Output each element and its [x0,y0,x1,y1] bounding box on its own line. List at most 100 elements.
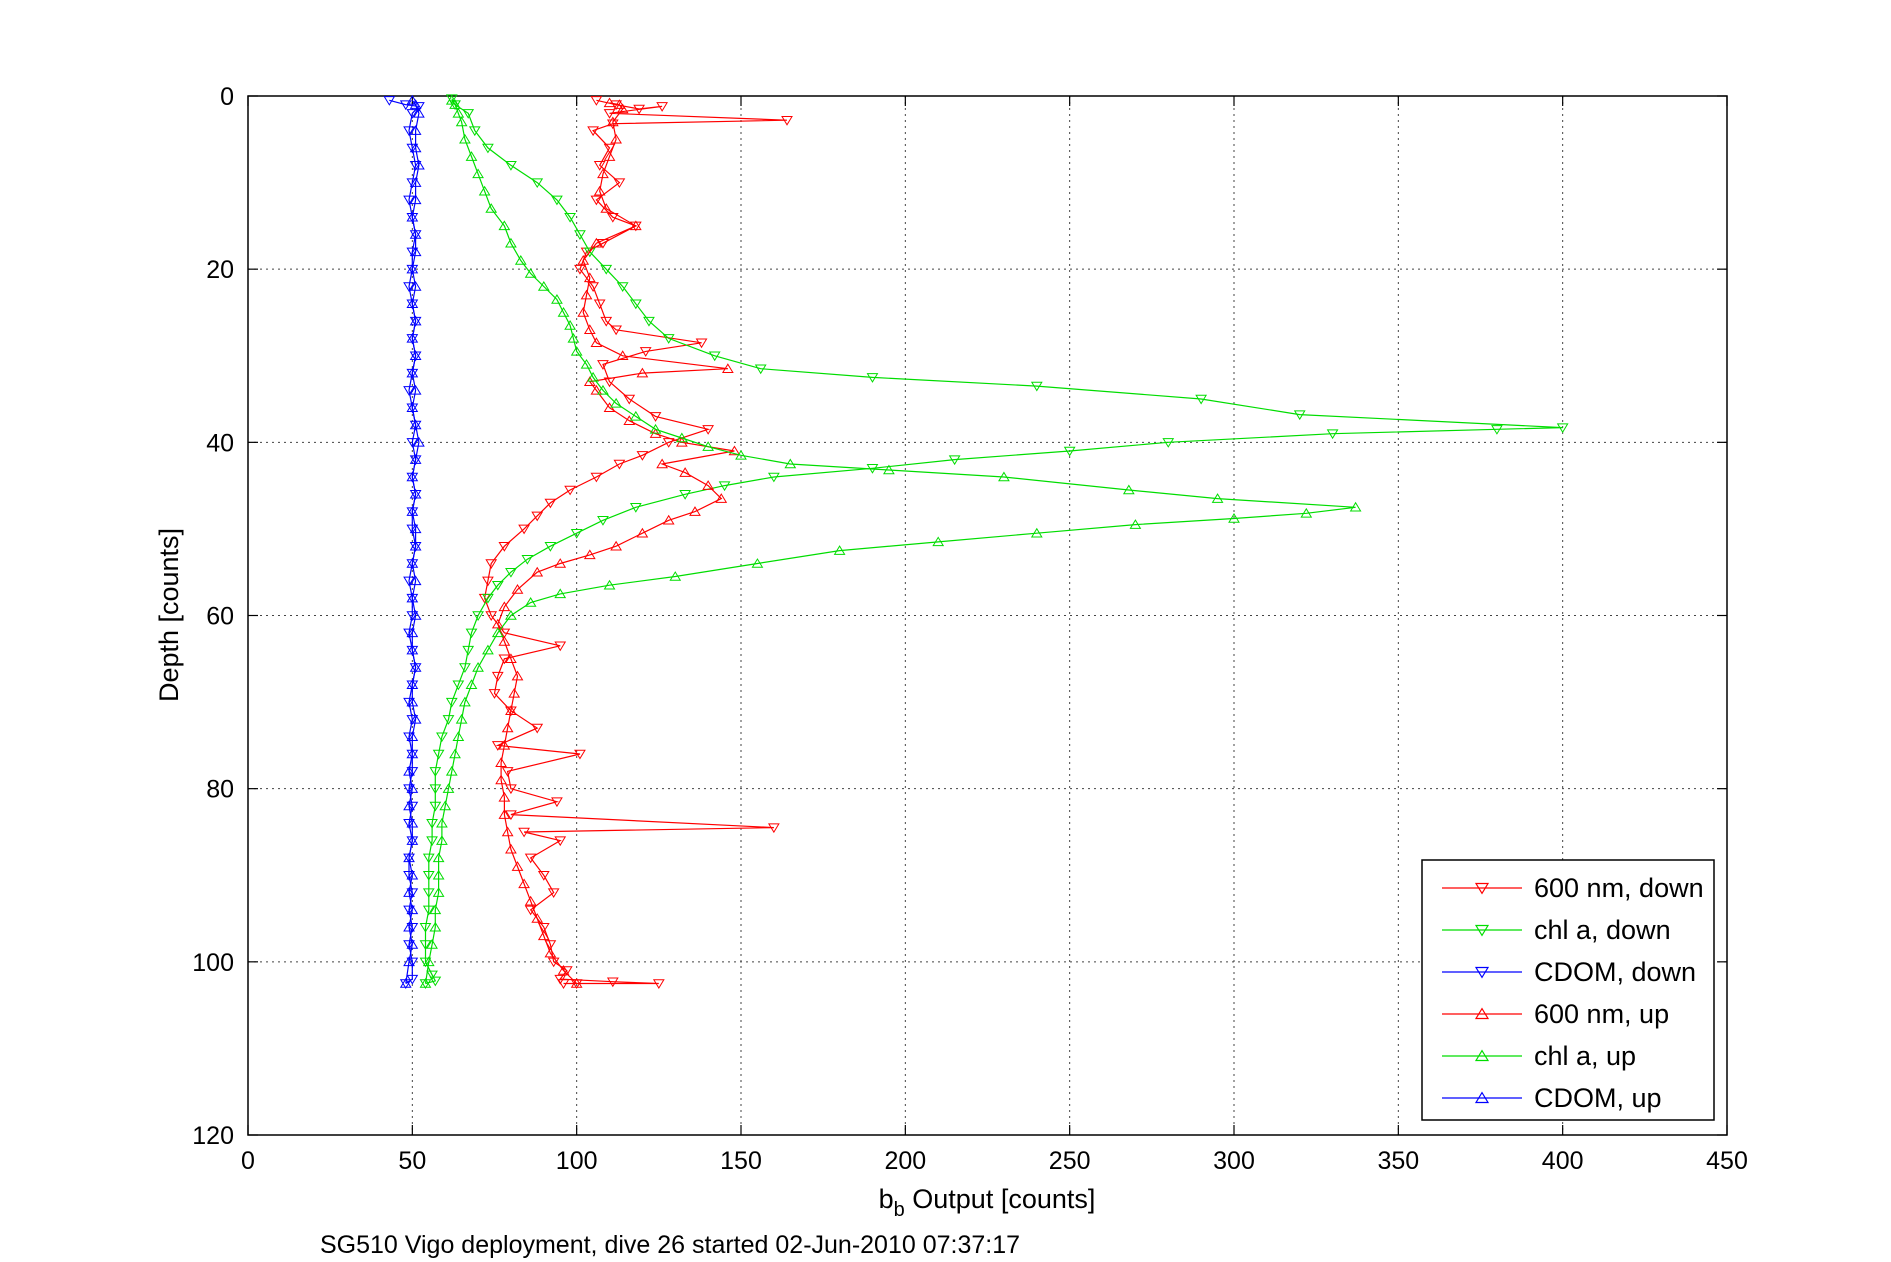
data-point [422,956,435,967]
data-point [505,610,517,620]
data-point [413,107,425,118]
data-point [679,490,692,500]
data-point [636,527,649,538]
data-point [452,731,465,741]
data-point [616,282,629,292]
data-point [406,817,419,828]
data-point [406,904,419,915]
legend-entry: CDOM, down [1534,957,1696,987]
data-point [462,109,475,119]
data-point [587,282,599,292]
data-point [547,888,560,899]
data-point [583,549,596,560]
data-point [432,869,445,880]
data-point [482,143,494,154]
data-point [409,661,422,672]
data-point [409,142,422,153]
data-point [498,739,511,750]
x-tick-label: 300 [1213,1147,1255,1175]
data-point [531,913,544,923]
data-point [606,116,619,127]
data-point [409,177,422,187]
data-point [459,133,471,144]
data-point [482,576,494,587]
series-line [405,99,420,984]
data-point [718,481,731,492]
data-point [597,168,609,179]
data-point [472,661,484,672]
data-point [590,237,603,248]
data-point [488,689,501,699]
x-tick-label: 450 [1706,1147,1748,1175]
data-point [498,541,511,552]
data-point [429,976,442,987]
data-point [406,211,419,222]
data-point [728,445,741,456]
data-point [1122,484,1135,495]
data-point [767,472,780,483]
data-point [610,133,622,144]
data-point [570,528,583,539]
data-point [537,281,550,291]
series-line [424,98,1563,985]
data-point [570,978,583,988]
data-point [491,671,504,682]
data-point [590,195,603,206]
data-point [403,819,415,829]
data-point [505,653,517,664]
data-point [544,541,557,552]
data-point [455,713,468,724]
data-point [409,194,422,205]
data-point [403,732,415,743]
series-line [483,99,788,985]
data-point [432,749,445,760]
data-point [413,159,425,170]
data-point [735,449,747,460]
data-point [636,367,649,378]
data-point [514,255,527,265]
data-point [531,566,544,577]
data-point [610,325,622,336]
data-point [551,294,563,304]
data-point [675,432,688,443]
data-point [406,767,419,777]
data-point [524,895,537,906]
y-tick-label: 60 [206,603,234,631]
data-point [531,511,544,522]
data-point [498,636,511,646]
data-point [452,680,465,691]
data-point [518,524,530,535]
data-point [406,922,419,933]
data-point [445,697,458,708]
data-point [505,705,517,715]
data-point [406,471,419,482]
data-point [656,102,669,112]
data-point [459,696,471,707]
data-point [606,119,619,130]
data-point [521,554,534,565]
legend: 600 nm, down chl a, down CDOM, down 600 nm,… [1421,859,1715,1121]
data-point [403,940,415,950]
data-point [629,299,642,310]
data-point [505,567,517,578]
data-point [505,784,517,795]
data-point [702,480,715,490]
data-point [409,350,422,360]
data-point [495,757,507,767]
data-point [409,540,422,551]
series-layer [383,94,1569,989]
legend-entry: CDOM, up [1534,1083,1662,1113]
data-point [580,358,593,369]
data-point [551,797,563,808]
data-point [695,338,708,349]
data-point [1030,527,1043,538]
data-point [406,109,419,119]
data-point [580,289,593,300]
x-tick-label: 400 [1542,1147,1584,1175]
data-point [406,783,419,793]
data-point [455,116,468,127]
data-point [409,454,422,464]
data-point [564,212,576,223]
data-point [751,558,764,568]
data-point [505,810,517,821]
